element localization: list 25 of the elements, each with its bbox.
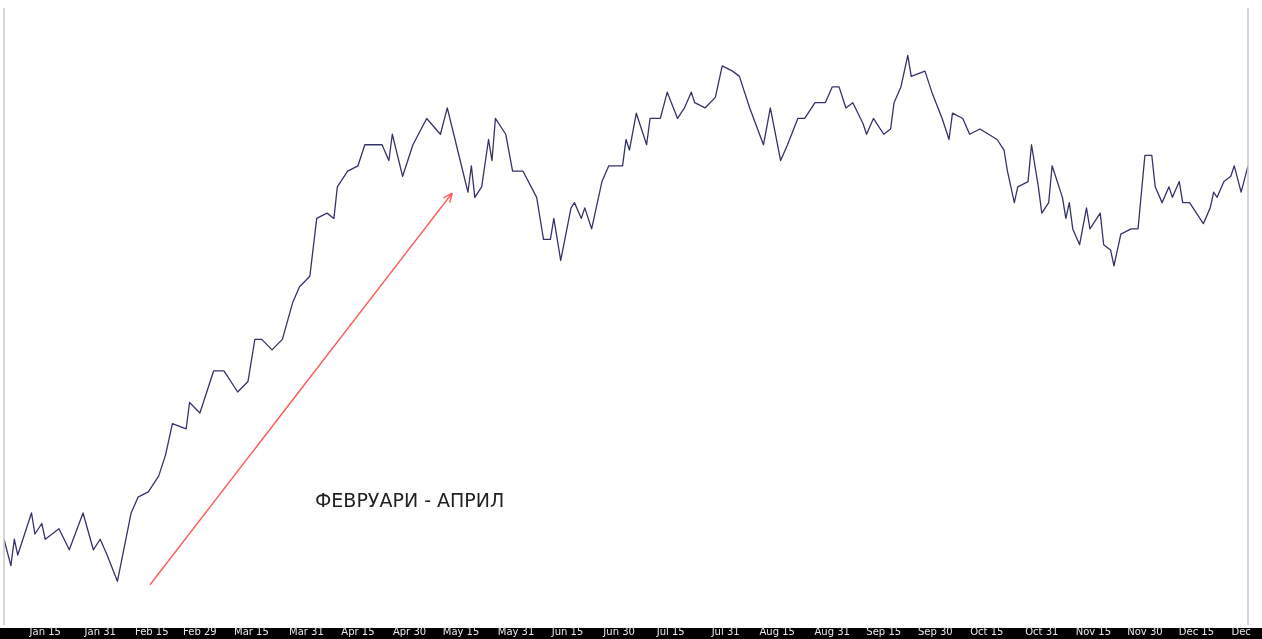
x-tick-label: May 15 (442, 625, 480, 637)
x-tick-label: Feb 15 (134, 625, 169, 637)
x-tick-label: Aug 15 (759, 625, 795, 637)
x-tick-label: Sep 30 (917, 625, 953, 637)
x-tick-label: Jul 31 (710, 625, 740, 637)
x-tick-label: Nov 30 (1127, 625, 1163, 637)
x-tick-label: Jan 31 (83, 625, 116, 637)
x-tick-label: Apr 15 (341, 625, 375, 637)
x-tick-label: Apr 30 (392, 625, 427, 637)
x-tick-label: Jan 15 (28, 625, 61, 637)
x-tick-label: Dec (1231, 625, 1251, 637)
x-tick-label: May 31 (497, 625, 535, 637)
x-tick-label: Sep 15 (866, 625, 902, 637)
annotation: ФЕВРУАРИ - АПРИЛ (315, 489, 505, 512)
x-tick-label: Oct 15 (970, 625, 1004, 637)
x-tick-label: Aug 31 (814, 625, 850, 637)
x-tick-label: Nov 15 (1075, 625, 1112, 637)
x-tick-label: Oct 31 (1025, 625, 1059, 637)
x-tick-label: Mar 15 (234, 625, 269, 637)
x-tick-label: Jul 15 (655, 625, 685, 637)
x-tick-label: Mar 31 (289, 625, 324, 637)
x-tick-label: Jun 30 (602, 625, 635, 637)
x-tick-label: Dec 15 (1178, 625, 1215, 637)
x-tick-label: Jun 15 (550, 625, 584, 637)
x-tick-label: Feb 29 (183, 625, 217, 637)
